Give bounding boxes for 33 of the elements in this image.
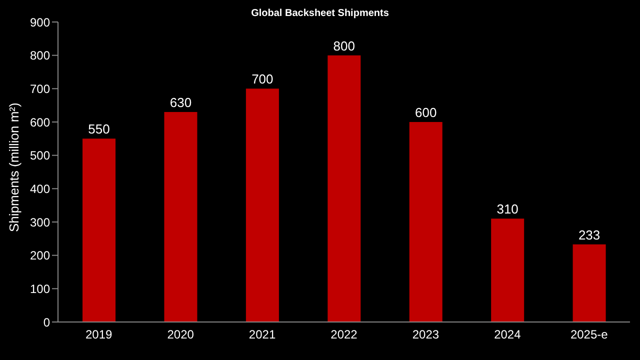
- y-tick-label: 800: [30, 48, 50, 63]
- bar: [572, 244, 606, 322]
- data-label: 700: [252, 72, 274, 87]
- x-tick-label: 2024: [494, 328, 522, 342]
- x-tick-label: 2021: [248, 328, 276, 342]
- x-tick-label: 2023: [412, 328, 440, 342]
- data-label: 600: [415, 105, 437, 120]
- bar: [246, 88, 279, 322]
- data-label: 550: [88, 122, 110, 137]
- y-axis-title: Shipments (million m²): [6, 102, 22, 232]
- y-tick-label: 200: [30, 248, 50, 263]
- bar: [164, 112, 198, 322]
- y-tick-label: 100: [30, 282, 50, 296]
- y-tick-label: 0: [43, 315, 50, 330]
- data-label: 310: [496, 202, 518, 217]
- x-tick-label: 2022: [330, 328, 358, 342]
- x-tick-label: 2020: [167, 328, 194, 342]
- bar: [328, 55, 361, 322]
- y-tick-label: 600: [30, 115, 50, 130]
- bar: [82, 138, 116, 322]
- bar: [491, 218, 524, 322]
- x-tick-label: 2025-e: [570, 328, 608, 342]
- x-tick-label: 2019: [86, 328, 113, 342]
- data-label: 233: [578, 227, 600, 242]
- y-tick-label: 400: [30, 182, 50, 196]
- data-label: 630: [170, 95, 192, 110]
- y-tick-label: 300: [30, 215, 50, 230]
- y-tick-label: 500: [30, 148, 50, 163]
- data-label: 800: [333, 38, 356, 54]
- y-tick-label: 900: [30, 15, 50, 30]
- y-tick-label: 700: [30, 82, 50, 96]
- chart-title: Global Backsheet Shipments: [251, 8, 389, 19]
- bar: [409, 122, 442, 322]
